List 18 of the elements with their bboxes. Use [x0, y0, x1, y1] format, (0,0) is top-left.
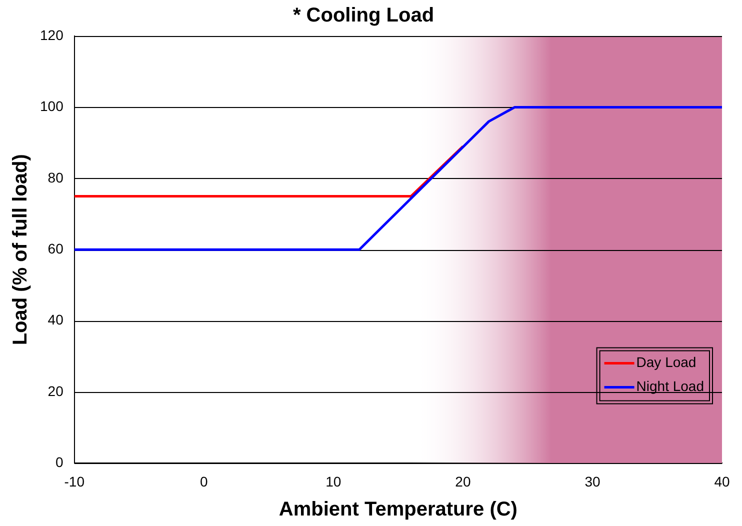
x-tick-label: 20 — [455, 473, 471, 490]
y-tick-label: 40 — [48, 312, 64, 328]
y-tick-label: 80 — [48, 169, 64, 186]
y-tick-label: 120 — [40, 26, 64, 43]
x-axis-title: Ambient Temperature (C) — [278, 498, 518, 521]
x-tick-label: 0 — [200, 473, 208, 490]
y-tick-label: 100 — [40, 98, 64, 114]
y-tick-label: 20 — [48, 382, 64, 399]
x-tick-label: -10 — [64, 473, 85, 490]
legend-label: Day Load — [636, 354, 696, 370]
chart-title: * Cooling Load — [292, 4, 434, 27]
y-tick-label: 0 — [56, 454, 64, 470]
x-tick-label: 30 — [584, 473, 600, 490]
legend-label: Night Load — [636, 378, 704, 394]
y-tick-label: 60 — [48, 240, 64, 256]
x-tick-label: 40 — [714, 473, 730, 490]
x-tick-label: 10 — [326, 473, 342, 490]
y-axis-title: Load (% of full load) — [10, 154, 32, 346]
